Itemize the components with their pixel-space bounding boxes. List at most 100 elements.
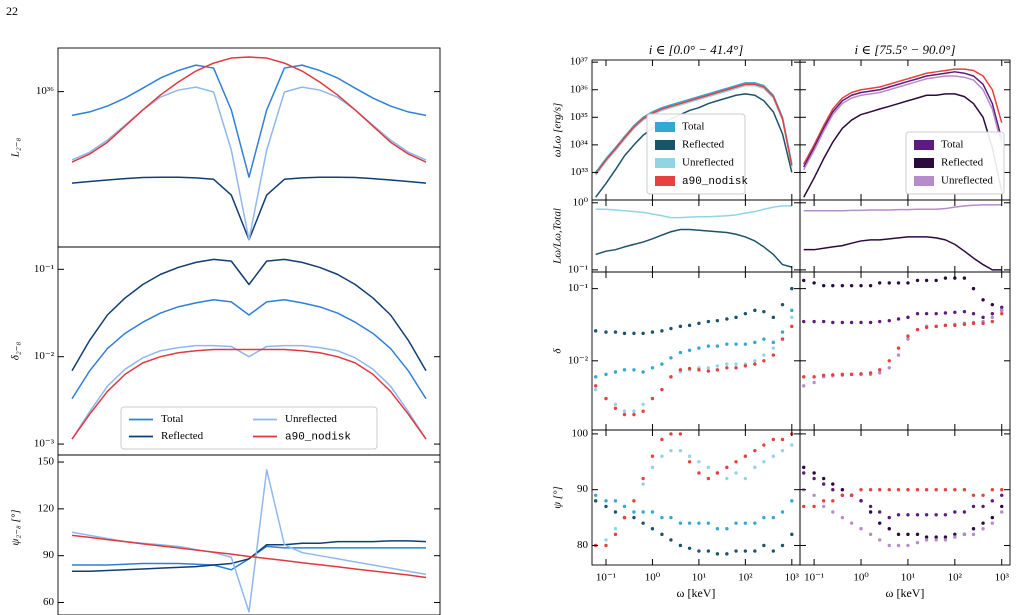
scatter-point [924,278,929,283]
scatter-point [802,471,806,475]
scatter-point [831,482,835,486]
scatter-point [906,281,910,285]
scatter-point [660,532,664,537]
legend-label: Unreflected [285,413,337,425]
series-line [803,68,1003,165]
scatter-point [840,283,845,288]
scatter-point [678,521,683,525]
scatter-point [762,359,766,363]
panel-title: i ∈ [75.5° − 90.0°] [854,42,955,57]
scatter-point [743,311,748,316]
series-line [71,348,427,440]
series-line [71,64,427,178]
legend-swatch [914,158,934,168]
scatter-point [632,515,636,520]
scatter-point [697,346,701,350]
scatter-point [687,454,692,458]
scatter-point [687,521,692,525]
scatter-point [971,286,976,291]
scatter-point [943,487,948,492]
plot-frame [799,429,1011,566]
scatter-point [1000,487,1004,492]
scatter-point [613,532,618,537]
scatter-point [725,527,729,531]
scatter-point [802,375,806,379]
scatter-point [632,412,636,417]
scatter-point [971,493,976,497]
scatter-point [896,543,901,548]
scatter-point [771,353,776,357]
plot-area [595,82,793,198]
x-tick-label: 10⁰ [853,572,869,584]
series-line [71,258,427,372]
scatter-point [753,340,757,345]
scatter-point [697,521,701,525]
scatter-point [877,281,882,285]
scatter-point [924,538,929,542]
plot-frame [57,47,441,248]
scatter-point [859,499,863,503]
scatter-point [887,318,891,323]
scatter-point [771,549,776,553]
scatter-point [802,384,806,388]
plot-frame [591,271,801,431]
scatter-point [734,366,738,370]
scatter-point [962,276,967,280]
scatter-point [953,323,957,328]
scatter-point [868,532,873,537]
scatter-point [725,342,729,346]
scatter-point [725,552,729,556]
x-tick-label: 10³ [785,572,800,584]
scatter-point [780,448,785,453]
page-number: 22 [6,4,18,18]
scatter-point [877,487,882,492]
scatter-point [743,476,748,481]
plot-area [71,258,427,440]
scatter-point [821,319,826,324]
scatter-point [990,515,995,520]
scatter-point [613,499,618,503]
y-tick-label: 10³³ [570,166,588,178]
scatter-point [743,454,748,458]
scatter-point [669,326,673,331]
scatter-point [990,487,995,492]
y-tick-label: 150 [38,456,55,468]
scatter-point [593,493,598,497]
scatter-point [762,460,766,464]
scatter-point [943,276,948,280]
scatter-point [962,322,967,327]
x-axis-label: ω [keV] [886,586,925,600]
scatter-point [924,535,929,539]
y-axis-label: L₂₋₈ [10,138,22,159]
scatter-point [1000,305,1004,310]
scatter-point [1000,510,1004,514]
y-tick-label: 10⁰ [573,196,589,208]
y-tick-label: 10⁻² [34,350,55,362]
scatter-point [887,527,891,531]
scatter-point [943,311,948,315]
scatter-point [990,319,995,324]
scatter-point [706,369,711,373]
scatter-point [877,538,882,542]
scatter-point [990,521,995,525]
scatter-point [868,283,873,288]
y-axis-label: δ [552,348,564,354]
scatter-point [706,366,711,370]
scatter-point [613,527,618,531]
scatter-point [915,532,920,537]
scatter-point [840,487,845,492]
scatter-point [771,346,776,350]
scatter-point [650,465,655,470]
scatter-point [650,454,655,458]
series-line [72,540,427,573]
plot-area [802,276,1004,388]
scatter-point [632,510,636,514]
scatter-point [790,324,794,329]
scatter-point [1000,504,1004,509]
legend-swatch [914,140,934,150]
scatter-point [697,549,701,553]
scatter-point [706,465,711,470]
scatter-point [678,448,683,453]
scatter-point [660,454,664,458]
scatter-point [887,487,891,492]
